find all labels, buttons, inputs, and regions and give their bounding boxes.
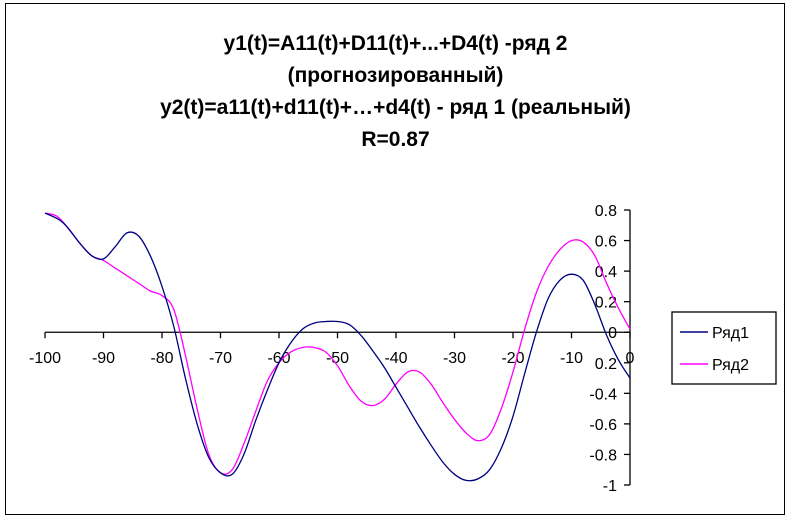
x-tick-label: -70	[209, 350, 232, 367]
y-tick-label: 0.6	[595, 234, 617, 251]
chart-series-layer	[44, 212, 631, 482]
y-tick-label: -1	[603, 478, 617, 495]
chart-title: y1(t)=A11(t)+D11(t)+...+D4(t) -ряд 2 (пр…	[0, 28, 791, 156]
legend-box	[671, 311, 777, 385]
y-tick-label: 0	[608, 325, 617, 342]
chart-legend: Ряд1 Ряд2	[671, 311, 777, 385]
x-tick-label: -100	[29, 350, 61, 367]
legend-label-2: Ряд2	[712, 357, 749, 374]
x-tick-label: -80	[150, 350, 173, 367]
y-tick-label: 0.4	[595, 264, 617, 281]
chart-axes: -100 -90 -80 -70 -60 -50 -40 -30 -20 -10 00.80.60.…	[29, 203, 635, 495]
y-tick-label: 0.2	[595, 295, 617, 312]
series-line-2	[44, 212, 631, 475]
series-line-1	[44, 212, 631, 482]
chart-title-line-1: y1(t)=A11(t)+D11(t)+...+D4(t) -ряд 2	[223, 32, 568, 55]
x-tick-label: -40	[384, 350, 407, 367]
x-tick-label: -30	[443, 350, 466, 367]
x-tick-label: -20	[501, 350, 524, 367]
x-tick-label: 0	[626, 350, 635, 367]
y-tick-label: -0.4	[589, 386, 617, 403]
y-tick-label: -0.6	[589, 417, 617, 434]
y-tick-label: 0.2	[595, 356, 617, 373]
x-tick-label: -90	[92, 350, 115, 367]
chart-title-line-3: y2(t)=a11(t)+d11(t)+…+d4(t) - ряд 1 (реа…	[160, 96, 631, 119]
x-tick-label: -10	[560, 350, 583, 367]
chart-title-line-2: (прогнозированный)	[287, 64, 504, 87]
legend-label-1: Ряд1	[712, 325, 749, 342]
y-tick-label: -0.8	[589, 447, 617, 464]
x-tick-label: -60	[267, 350, 290, 367]
y-tick-label: 0.8	[595, 203, 617, 220]
x-tick-label: -50	[326, 350, 349, 367]
chart-title-line-4: R=0.87	[361, 128, 430, 151]
chart-frame	[5, 3, 785, 515]
